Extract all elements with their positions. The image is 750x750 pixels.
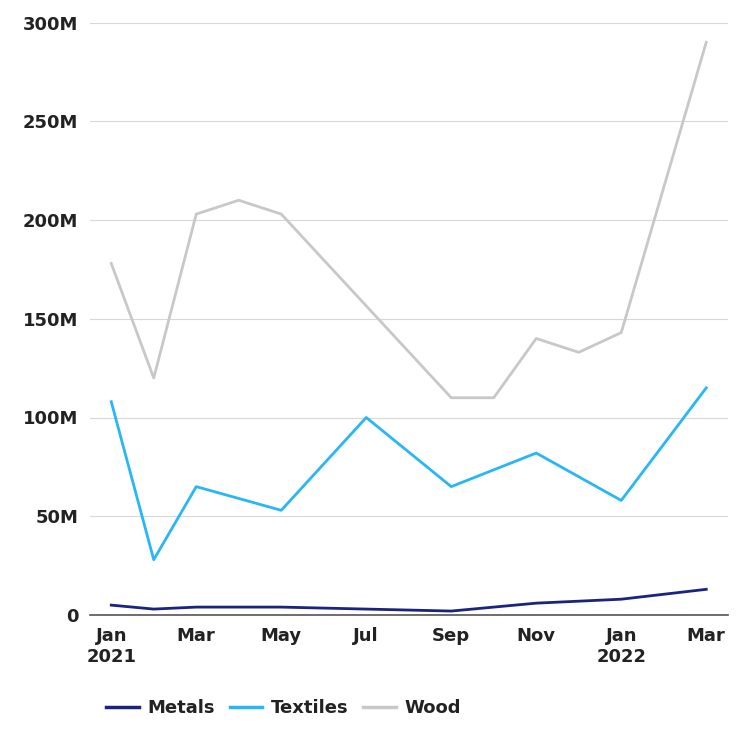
Legend: Metals, Textiles, Wood: Metals, Textiles, Wood	[99, 692, 469, 724]
